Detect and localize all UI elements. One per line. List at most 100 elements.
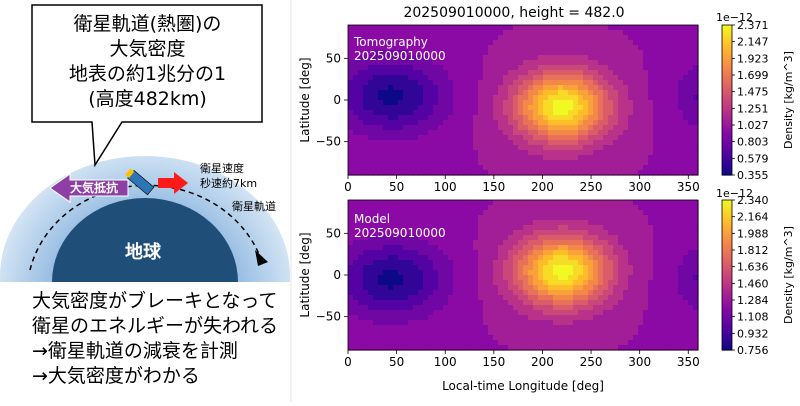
heatmap-cell	[488, 60, 494, 66]
heatmap-cell	[358, 285, 364, 291]
heatmap-cell	[483, 45, 489, 51]
heatmap-cell	[448, 280, 454, 286]
heatmap-cell	[473, 235, 479, 241]
heatmap-cell	[558, 340, 564, 346]
heatmap-cell	[498, 65, 504, 71]
heatmap-cell	[508, 160, 514, 166]
heatmap-cell	[608, 90, 614, 96]
heatmap-cell	[428, 300, 434, 306]
heatmap-cell	[463, 80, 469, 86]
heatmap-cell	[583, 85, 589, 91]
heatmap-cell	[363, 135, 369, 141]
heatmap-cell	[513, 320, 519, 326]
heatmap-cell	[658, 305, 664, 311]
heatmap-cell	[528, 170, 534, 176]
heatmap-cell	[508, 40, 514, 46]
heatmap-cell	[628, 125, 634, 131]
heatmap-cell	[423, 300, 429, 306]
heatmap-cell	[498, 105, 504, 111]
heatmap-cell	[403, 340, 409, 346]
heatmap-cell	[598, 315, 604, 321]
heatmap-cell	[693, 90, 699, 96]
heatmap-cell	[638, 255, 644, 261]
heatmap-cell	[518, 305, 524, 311]
heatmap-cell	[603, 110, 609, 116]
heatmap-cell	[368, 285, 374, 291]
heatmap-cell	[378, 105, 384, 111]
heatmap-cell	[638, 310, 644, 316]
heatmap-cell	[448, 130, 454, 136]
heatmap-cell	[543, 80, 549, 86]
heatmap-cell	[388, 225, 394, 231]
heatmap-cell	[498, 310, 504, 316]
heatmap-cell	[558, 105, 564, 111]
heatmap-cell	[543, 305, 549, 311]
heatmap-cell	[463, 90, 469, 96]
colorbar-segment	[722, 107, 732, 111]
heatmap-cell	[633, 145, 639, 151]
heatmap-cell	[378, 200, 384, 206]
heatmap-cell	[588, 265, 594, 271]
heatmap-cell	[548, 155, 554, 161]
heatmap-cell	[373, 110, 379, 116]
heatmap-cell	[568, 45, 574, 51]
colorbar-segment	[722, 167, 732, 171]
heatmap-cell	[688, 295, 694, 301]
heatmap-cell	[518, 45, 524, 51]
heatmap-cell	[388, 50, 394, 56]
heatmap-cell	[498, 45, 504, 51]
heatmap-cell	[423, 345, 429, 351]
heatmap-cell	[443, 275, 449, 281]
heatmap-cell	[608, 270, 614, 276]
heatmap-cell	[363, 110, 369, 116]
colorbar-segment	[722, 145, 732, 149]
heatmap-cell	[653, 60, 659, 66]
heatmap-cell	[573, 225, 579, 231]
heatmap-cell	[688, 330, 694, 336]
heatmap-cell	[638, 290, 644, 296]
heatmap-cell	[448, 335, 454, 341]
heatmap-cell	[583, 280, 589, 286]
heatmap-cell	[638, 105, 644, 111]
heatmap-cell	[438, 340, 444, 346]
heatmap-cell	[388, 270, 394, 276]
heatmap-cell	[513, 315, 519, 321]
heatmap-cell	[508, 245, 514, 251]
heatmap-cell	[663, 295, 669, 301]
heatmap-cell	[568, 245, 574, 251]
heatmap-cell	[378, 165, 384, 171]
heatmap-cell	[658, 150, 664, 156]
heatmap-cell	[628, 300, 634, 306]
heatmap-cell	[498, 225, 504, 231]
heatmap-cell	[693, 295, 699, 301]
density-figure: 202509010000, height = 482.0 Tomography …	[292, 0, 800, 402]
heatmap-cell	[493, 85, 499, 91]
heatmap-cell	[503, 245, 509, 251]
heatmap-cell	[363, 90, 369, 96]
heatmap-cell	[478, 45, 484, 51]
heatmap-cell	[398, 280, 404, 286]
heatmap-cell	[638, 275, 644, 281]
heatmap-cell	[448, 200, 454, 206]
heatmap-cell	[403, 90, 409, 96]
heatmap-cell	[648, 255, 654, 261]
heatmap-cell	[563, 325, 569, 331]
heatmap-cell	[508, 35, 514, 41]
heatmap-cell	[603, 75, 609, 81]
heatmap-cell	[633, 240, 639, 246]
heatmap-cell	[513, 135, 519, 141]
heatmap-cell	[473, 225, 479, 231]
heatmap-cell	[348, 215, 354, 221]
heatmap-cell	[348, 300, 354, 306]
heatmap-cell	[353, 220, 359, 226]
heatmap-cell	[598, 135, 604, 141]
heatmap-cell	[603, 220, 609, 226]
heatmap-cell	[398, 340, 404, 346]
y-axis-label: Latitude [deg]	[298, 232, 312, 317]
heatmap-cell	[653, 125, 659, 131]
heatmap-cell	[673, 95, 679, 101]
heatmap-cell	[573, 265, 579, 271]
heatmap-cell	[533, 285, 539, 291]
colorbar-segment	[722, 155, 732, 159]
heatmap-cell	[508, 75, 514, 81]
